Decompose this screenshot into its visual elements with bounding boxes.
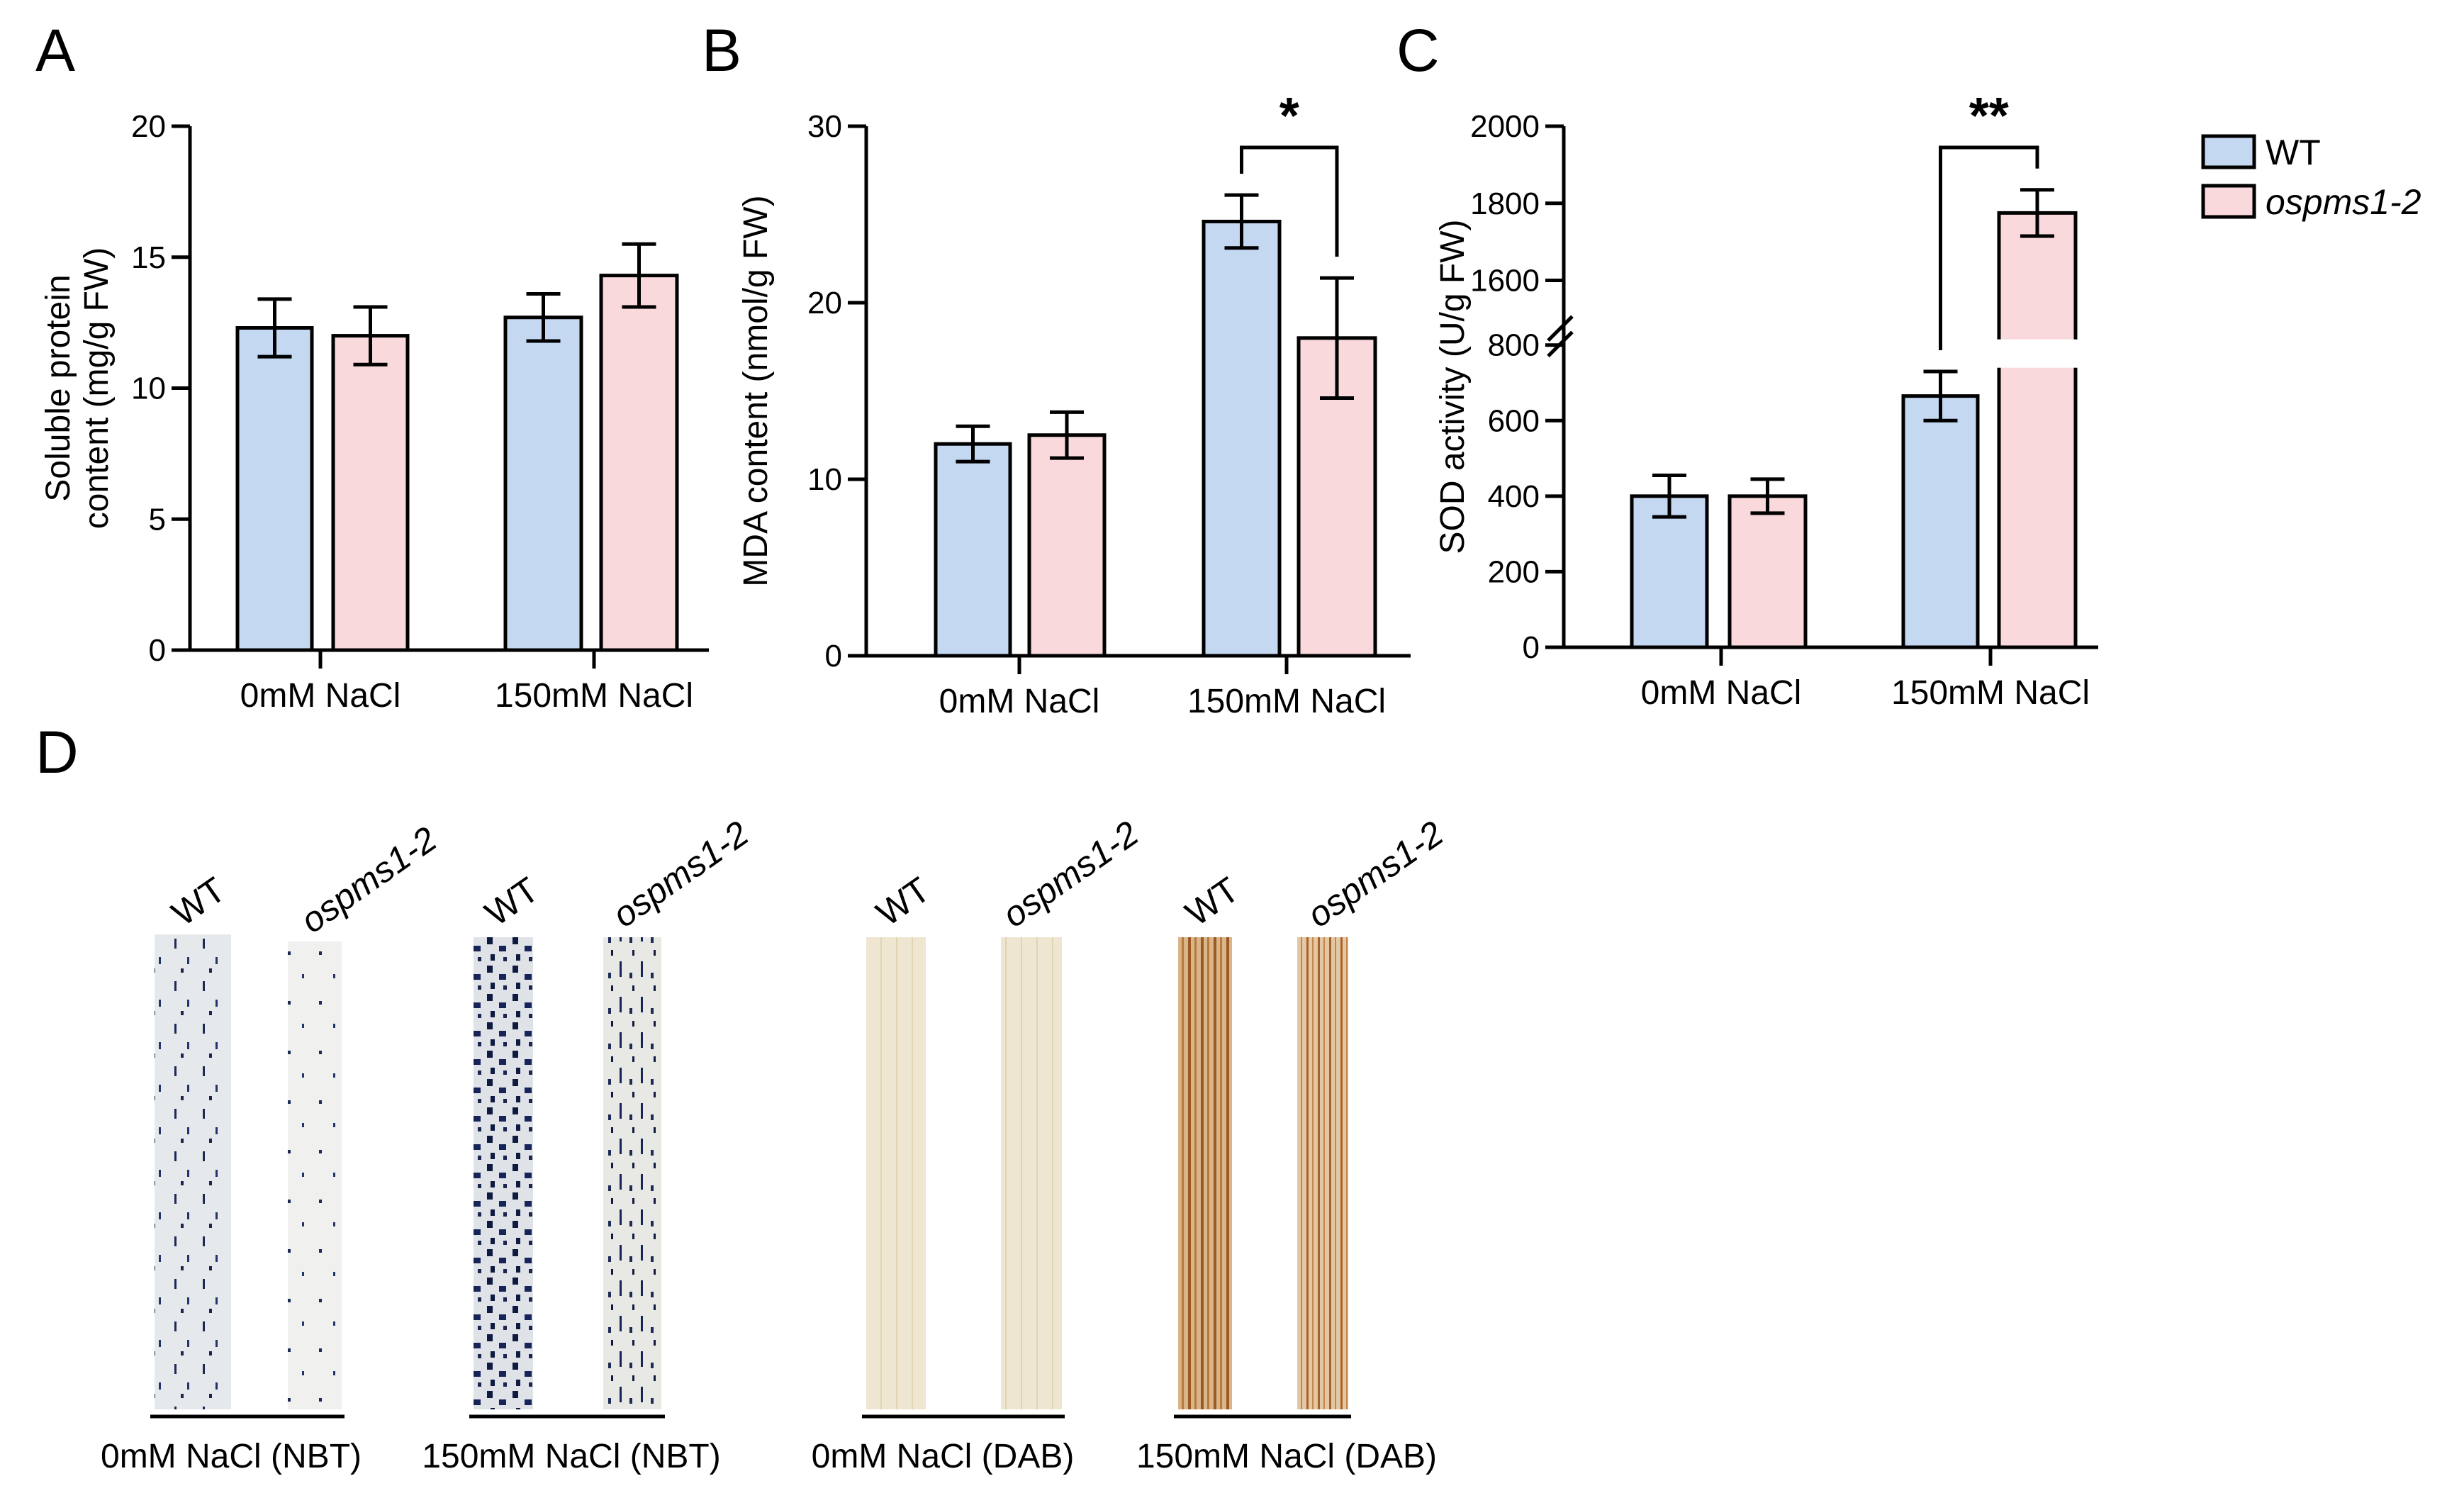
y-tick-label: 0: [1523, 630, 1540, 665]
leaf-image-nbt-150mm-mutant: [603, 937, 661, 1409]
legend-label-mutant: ospms1-2: [2266, 182, 2421, 222]
leaf-image-nbt-150mm-wt: [474, 937, 533, 1409]
group-caption-1: 0mM NaCl (NBT): [101, 1438, 362, 1475]
legend-label-wt: WT: [2266, 133, 2321, 172]
leaf-label-6: ospms1-2: [995, 813, 1146, 935]
panel-letter-a: A: [35, 17, 75, 84]
y-tick-label: 20: [131, 109, 166, 144]
y-tick-label: 200: [1488, 554, 1540, 589]
leaf-label-1: WT: [164, 870, 233, 934]
y-tick-label: 10: [131, 371, 166, 406]
chart-b: 0 10 20 30 0mM NaCl 150mM NaCl MDA content (nm…: [737, 88, 1411, 720]
leaf-label-3: WT: [478, 870, 546, 934]
bar-wt: [1630, 494, 1709, 649]
y-tick-label: 0: [149, 633, 166, 668]
x-tick-label: 0mM NaCl: [1641, 674, 1802, 712]
leaf-label-5: WT: [869, 870, 937, 934]
leaf-image-nbt-0mm-mutant: [288, 941, 342, 1409]
panel-d: WT ospms1-2 WT ospms1-2 WT ospms1-2 WT o…: [101, 813, 1450, 1475]
panel-letter-d: D: [35, 719, 79, 786]
group-caption-2: 150mM NaCl (NBT): [422, 1438, 720, 1475]
y-axis-label: content (mg/g FW): [78, 247, 116, 529]
leaf-image-nbt-0mm-wt: [155, 934, 231, 1409]
y-tick-label: 400: [1488, 479, 1540, 514]
y-tick-label: 800: [1488, 328, 1540, 363]
x-tick-label: 0mM NaCl: [240, 677, 401, 715]
leaf-image-dab-0mm-mutant: [1001, 937, 1062, 1409]
y-tick-label: 20: [807, 286, 842, 320]
group-caption-3: 0mM NaCl (DAB): [812, 1438, 1075, 1475]
axis-break-mark: [1547, 315, 1574, 342]
leaf-label-4: ospms1-2: [605, 813, 756, 935]
y-tick-label: 2000: [1470, 109, 1540, 144]
chart-c: 0 200 400 600 800 1600 1800 2000 0mM NaCl 150mM N…: [1434, 88, 2098, 712]
x-tick-label: 0mM NaCl: [939, 683, 1100, 720]
bar-wt: [235, 326, 314, 652]
x-tick-label: 150mM NaCl: [1187, 683, 1386, 720]
bar-mutant: [1027, 433, 1107, 658]
x-tick-label: 150mM NaCl: [1891, 674, 2090, 712]
legend-swatch-wt: [2201, 134, 2256, 169]
x-tick-label: 150mM NaCl: [495, 677, 693, 715]
panel-letter-c: C: [1396, 17, 1440, 84]
bar-wt: [503, 315, 583, 652]
y-tick-label: 30: [807, 109, 842, 144]
y-axis-label: Soluble protein: [40, 274, 77, 501]
significance-label: *: [1279, 88, 1299, 145]
y-tick-label: 15: [131, 240, 166, 275]
leaf-label-2: ospms1-2: [293, 819, 444, 941]
y-tick-label: 1600: [1470, 264, 1540, 298]
bar-wt: [1202, 219, 1282, 658]
y-tick-label: 10: [807, 462, 842, 497]
bar-break-gap: [1996, 339, 2078, 368]
bar-mutant: [331, 334, 410, 652]
significance-label: **: [1969, 88, 2009, 145]
legend: WT ospms1-2: [2201, 133, 2421, 222]
bar-wt: [934, 442, 1012, 658]
bar-mutant: [599, 274, 679, 652]
leaf-label-8: ospms1-2: [1300, 813, 1450, 935]
y-tick-label: 5: [149, 502, 166, 537]
leaf-image-dab-150mm-mutant: [1297, 937, 1348, 1409]
significance-bracket: [1240, 145, 1339, 257]
chart-a: 0 5 10 15 20 0mM NaCl 150mM NaCl Soluble protei…: [40, 109, 709, 715]
y-tick-label: 1800: [1470, 186, 1540, 221]
bar-wt: [1901, 394, 1980, 649]
legend-swatch-mutant: [2201, 184, 2256, 219]
bar-mutant: [1997, 211, 2078, 649]
y-axis-label: SOD activity (U/g FW): [1434, 219, 1472, 554]
y-axis-label: MDA content (nmol/g FW): [737, 195, 775, 586]
leaf-label-7: WT: [1178, 870, 1246, 934]
leaf-image-dab-0mm-wt: [866, 937, 926, 1409]
panel-letter-b: B: [702, 17, 741, 84]
significance-bracket: [1939, 145, 2039, 351]
y-tick-label: 0: [825, 639, 842, 673]
group-caption-4: 150mM NaCl (DAB): [1136, 1438, 1437, 1475]
leaf-image-dab-150mm-wt: [1178, 937, 1232, 1409]
y-tick-label: 600: [1488, 403, 1540, 438]
bar-mutant: [1727, 494, 1808, 649]
